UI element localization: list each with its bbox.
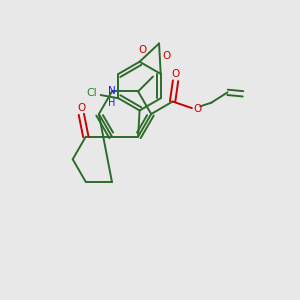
Text: N: N xyxy=(108,86,116,96)
Text: O: O xyxy=(162,51,170,61)
Text: O: O xyxy=(139,45,147,55)
Text: O: O xyxy=(77,103,86,113)
Text: O: O xyxy=(193,104,201,114)
Text: H: H xyxy=(108,98,116,108)
Text: O: O xyxy=(171,69,180,79)
Text: Cl: Cl xyxy=(86,88,97,98)
